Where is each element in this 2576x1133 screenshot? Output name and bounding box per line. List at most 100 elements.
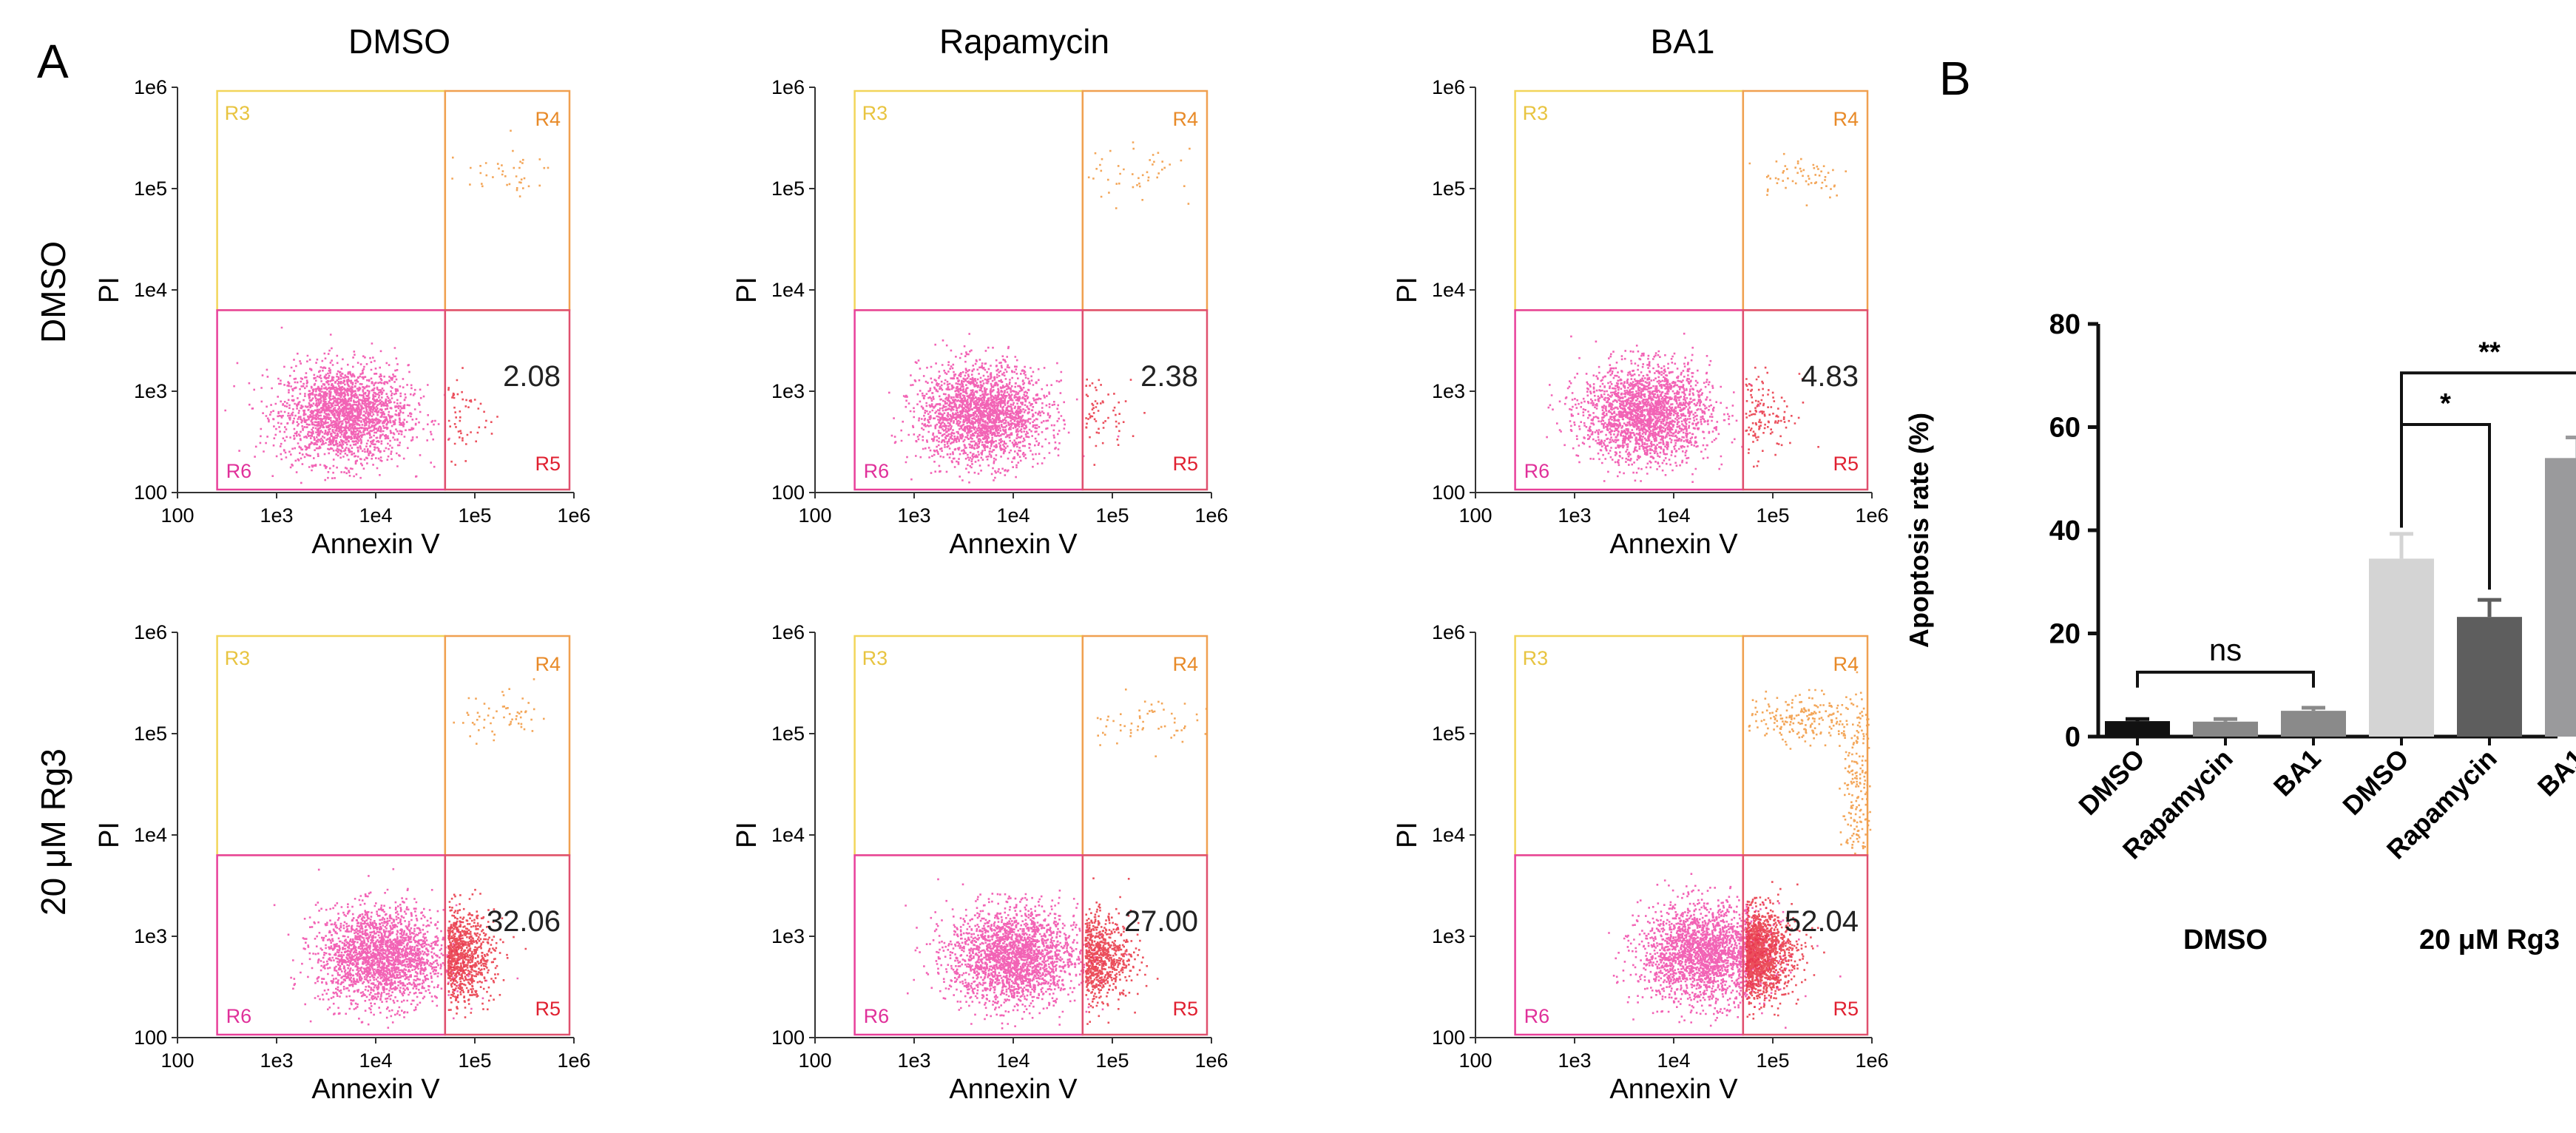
bar-y-tick-label: 40	[2049, 515, 2080, 547]
gate-r5	[444, 854, 571, 1036]
y-tick-label: 1e5	[134, 723, 167, 745]
x-tick-label: 1e4	[1657, 1049, 1690, 1072]
x-axis-label: Annexin V	[311, 529, 440, 560]
bar-group-label: DMSO	[2183, 924, 2268, 956]
x-axis-label: Annexin V	[311, 1074, 440, 1105]
x-tick-label: 100	[1458, 1049, 1492, 1072]
x-tick-label: 100	[798, 1049, 831, 1072]
significance-bracket	[2400, 371, 2576, 528]
scatter-points	[224, 129, 550, 484]
y-tick-label: 1e3	[134, 925, 167, 947]
gate-label-r5: R5	[535, 998, 561, 1020]
gate-label-r3: R3	[862, 102, 888, 124]
gate-label-r5: R5	[1833, 998, 1859, 1020]
x-tick-label: 1e3	[260, 1049, 293, 1072]
bar	[2193, 721, 2258, 737]
y-axis-label: PI	[731, 822, 763, 848]
gate-label-r5: R5	[1172, 453, 1198, 475]
y-tick-label: 1e3	[1432, 380, 1465, 402]
live-cells	[273, 867, 519, 1029]
gate-r5	[444, 309, 571, 491]
gate-r5	[1081, 854, 1208, 1036]
bar	[2281, 711, 2346, 737]
gate-label-r4: R4	[535, 653, 561, 675]
bar	[2457, 617, 2522, 737]
apoptosis-percentage: 27.00	[1124, 905, 1198, 938]
x-tick-label: 1e6	[557, 504, 590, 527]
gate-r3	[216, 635, 447, 856]
y-tick-label: 1e4	[1432, 279, 1465, 301]
x-axis-label: Annexin V	[949, 1074, 1078, 1105]
gate-label-r3: R3	[1523, 647, 1549, 669]
gate-label-r5: R5	[1172, 998, 1198, 1020]
gate-label-r6: R6	[864, 1005, 890, 1027]
y-tick-label: 1e5	[1432, 177, 1465, 200]
x-tick-label: 1e3	[897, 1049, 930, 1072]
column-title-rapamycin: Rapamycin	[939, 22, 1109, 61]
scatter-points	[1546, 152, 1847, 483]
gate-r5	[1081, 309, 1208, 491]
gate-label-r6: R6	[226, 1005, 252, 1027]
x-tick-label: 1e4	[996, 504, 1030, 527]
y-tick-label: 1e5	[134, 177, 167, 200]
scatter-points	[273, 678, 545, 1029]
y-tick-label: 1e4	[134, 824, 167, 846]
live-cells	[888, 333, 1120, 484]
gate-label-r5: R5	[535, 453, 561, 475]
y-tick-label: 1e3	[1432, 925, 1465, 947]
y-tick-label: 1e3	[134, 380, 167, 402]
y-tick-label: 1e4	[771, 279, 805, 301]
y-tick-label: 100	[134, 481, 167, 504]
x-axis-label: Annexin V	[1609, 1074, 1738, 1105]
y-tick-label: 1e3	[771, 925, 805, 947]
x-tick-label: 1e6	[1855, 504, 1888, 527]
gate-label-r6: R6	[864, 460, 890, 482]
gate-r3	[216, 89, 447, 311]
live-cells	[224, 326, 450, 484]
scatter-points	[1608, 666, 1872, 1029]
y-tick-label: 1e4	[134, 279, 167, 301]
bar	[2369, 558, 2434, 737]
early-apoptotic-cells	[1085, 378, 1146, 466]
y-tick-label: 1e6	[771, 621, 805, 643]
row-title-dmso: DMSO	[34, 241, 72, 343]
live-cells	[1608, 873, 1842, 1029]
x-tick-label: 1e5	[1756, 1049, 1789, 1072]
gate-label-r6: R6	[1524, 460, 1550, 482]
x-tick-label: 1e6	[1194, 1049, 1228, 1072]
y-tick-label: 1e6	[771, 76, 805, 98]
bar-y-tick-label: 20	[2049, 619, 2080, 650]
y-tick-label: 100	[771, 1027, 805, 1049]
significance-label: ns	[2209, 632, 2242, 667]
early-apoptotic-cells	[447, 888, 527, 1018]
early-apoptotic-cells	[1745, 881, 1825, 1020]
panel-label-b: B	[1939, 52, 1971, 105]
y-tick-label: 1e6	[134, 76, 167, 98]
late-apoptotic-cells	[1087, 141, 1191, 209]
late-apoptotic-cells	[1748, 666, 1872, 855]
x-tick-label: 1e4	[359, 1049, 392, 1072]
gate-r5	[1742, 854, 1869, 1036]
late-apoptotic-cells	[1748, 152, 1847, 206]
y-tick-label: 1e6	[134, 621, 167, 643]
bar-y-tick-label: 60	[2049, 413, 2080, 444]
bar-category-label: DMSO	[2336, 743, 2414, 821]
y-tick-label: 1e5	[771, 177, 805, 200]
scatter-points	[905, 689, 1208, 1029]
x-axis-label: Annexin V	[949, 529, 1078, 560]
x-tick-label: 100	[798, 504, 831, 527]
y-tick-label: 1e3	[771, 380, 805, 402]
x-tick-label: 1e5	[1095, 504, 1129, 527]
significance-label: *	[2440, 388, 2451, 419]
column-title-ba1: BA1	[1651, 22, 1715, 61]
y-tick-label: 100	[134, 1027, 167, 1049]
bar-category-label: BA1	[2532, 743, 2576, 802]
x-axis-label: Annexin V	[1609, 529, 1738, 560]
live-cells	[1546, 332, 1761, 483]
x-tick-label: 1e5	[458, 504, 491, 527]
x-tick-label: 100	[160, 1049, 194, 1072]
significance-label: **	[2478, 336, 2501, 368]
